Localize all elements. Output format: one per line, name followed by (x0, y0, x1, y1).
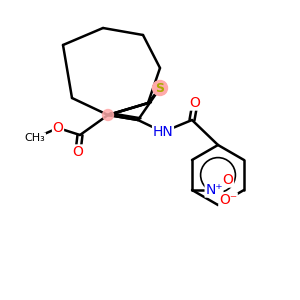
Text: O⁻: O⁻ (219, 193, 237, 207)
Text: N⁺: N⁺ (205, 183, 223, 197)
Text: O: O (52, 121, 63, 135)
Text: HN: HN (153, 125, 173, 139)
Circle shape (152, 80, 167, 95)
Text: O: O (190, 96, 200, 110)
Circle shape (103, 110, 113, 121)
Text: O: O (73, 145, 83, 159)
Text: O: O (223, 173, 233, 187)
Text: CH₃: CH₃ (25, 133, 45, 143)
Text: S: S (155, 82, 164, 94)
